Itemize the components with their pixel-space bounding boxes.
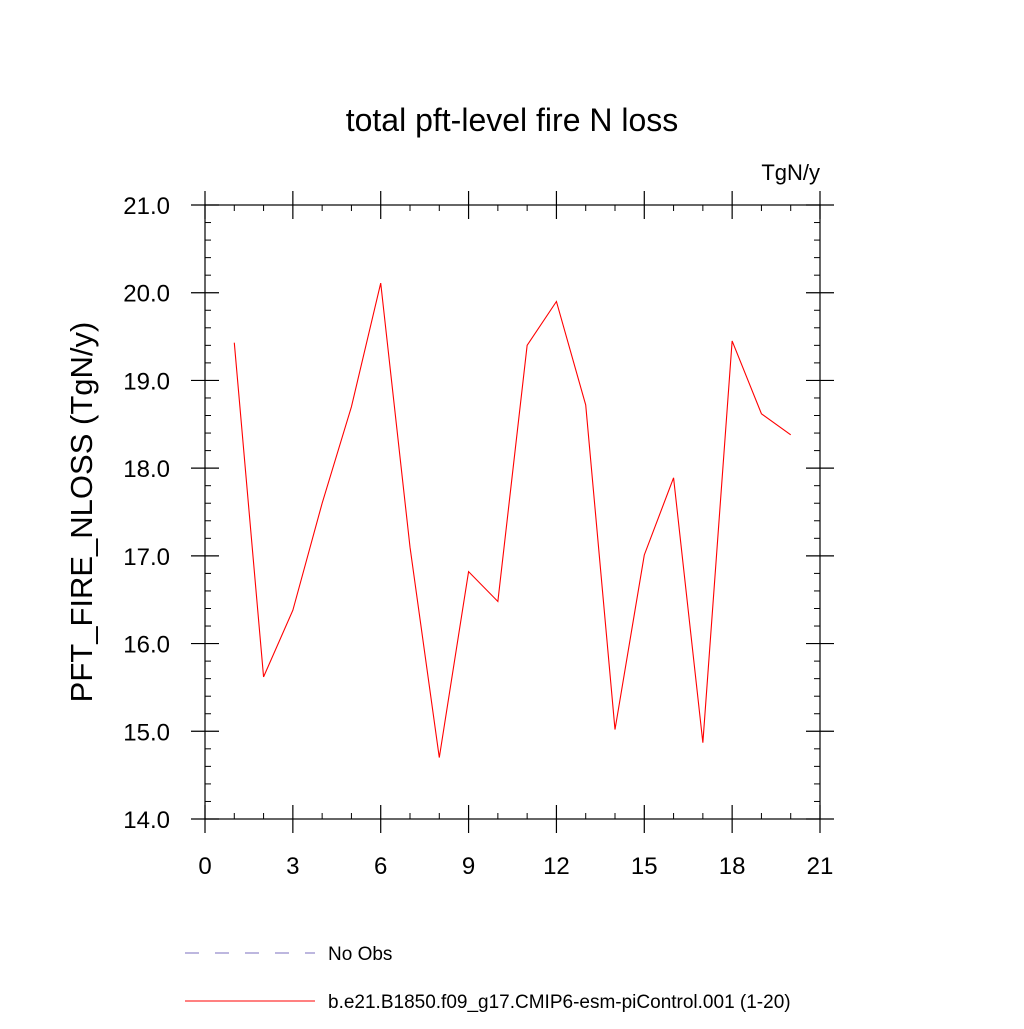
y-axis: 14.0 15.0 16.0 17.0 18.0 19.0 20.0 21.0 (123, 193, 834, 834)
data-point (379, 281, 382, 284)
series-line (233, 282, 792, 758)
data-point (438, 756, 441, 759)
data-point (233, 341, 236, 344)
plot-frame (204, 204, 821, 820)
x-tick-label: 6 (374, 853, 387, 880)
data-point (613, 728, 616, 731)
x-tick-label: 12 (543, 853, 570, 880)
data-point (760, 412, 763, 415)
data-point (789, 433, 792, 436)
x-axis: 0 3 6 9 12 15 18 21 (198, 191, 833, 880)
data-point (350, 405, 353, 408)
data-point (555, 300, 558, 303)
series-layer (233, 281, 792, 759)
y-tick-label: 21.0 (123, 193, 170, 220)
data-point (701, 741, 704, 744)
y-tick-label: 17.0 (123, 544, 170, 571)
data-point (643, 553, 646, 556)
data-point (584, 403, 587, 406)
x-tick-label: 18 (719, 853, 746, 880)
x-tick-label: 9 (462, 853, 475, 880)
y-tick-label: 19.0 (123, 368, 170, 395)
data-point (526, 344, 529, 347)
y-tick-label: 15.0 (123, 719, 170, 746)
y-tick-label: 16.0 (123, 632, 170, 659)
data-point (408, 545, 411, 548)
x-tick-label: 3 (286, 853, 299, 880)
y-tick-label: 20.0 (123, 281, 170, 308)
legend-label: b.e21.B1850.f09_g17.CMIP6-esm-piControl.… (328, 992, 791, 1013)
data-point (672, 476, 675, 479)
data-point (321, 502, 324, 505)
data-point (291, 609, 294, 612)
x-tick-label: 0 (198, 853, 211, 880)
data-point (496, 600, 499, 603)
units-label: TgN/y (761, 160, 820, 185)
y-axis-label: PFT_FIRE_NLOSS (TgN/y) (64, 322, 99, 703)
data-point (731, 339, 734, 342)
data-point (467, 570, 470, 573)
data-point (262, 675, 265, 678)
x-tick-label: 21 (807, 853, 834, 880)
legend-label: No Obs (328, 944, 392, 965)
y-tick-label: 18.0 (123, 456, 170, 483)
x-tick-label: 15 (631, 853, 658, 880)
legend: No Obs b.e21.B1850.f09_g17.CMIP6-esm-piCo… (185, 944, 791, 1013)
y-tick-label: 14.0 (123, 807, 170, 834)
chart-title: total pft-level fire N loss (346, 102, 679, 138)
